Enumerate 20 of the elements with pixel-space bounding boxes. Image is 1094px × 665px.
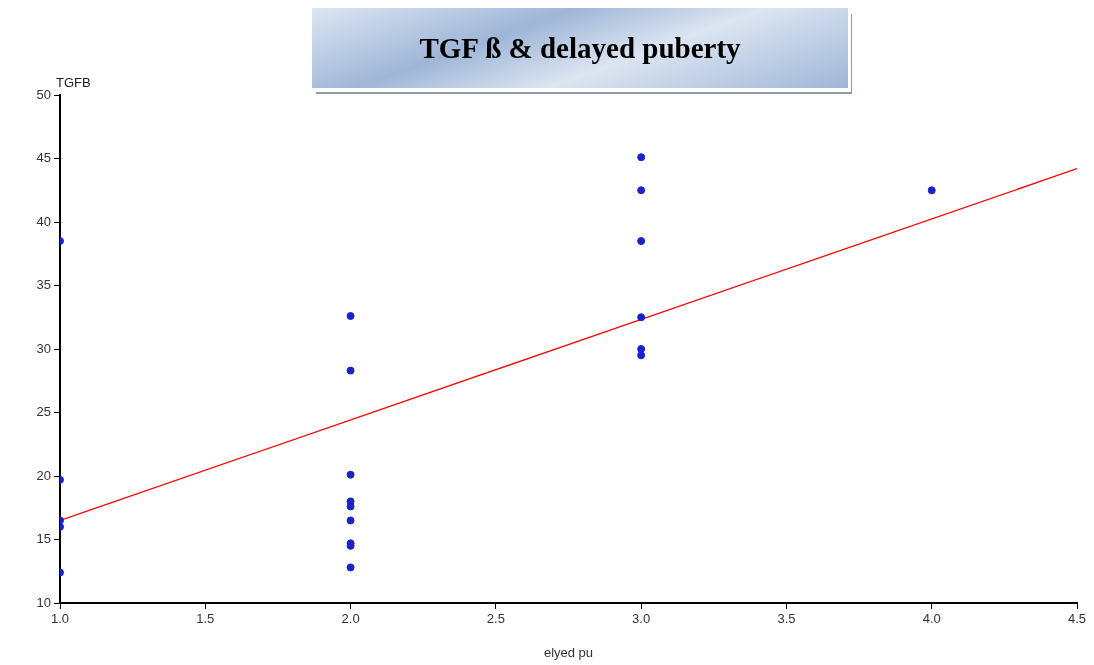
x-tick-label: 3.5 bbox=[777, 611, 796, 627]
chart-title: TGF ß & delayed puberty bbox=[312, 8, 848, 88]
x-tick-label: 4.5 bbox=[1067, 611, 1087, 627]
y-axis-title: TGFB bbox=[56, 75, 91, 91]
y-tick-label: 20 bbox=[36, 467, 51, 483]
y-tick-label: 30 bbox=[36, 340, 51, 356]
y-tick-label: 50 bbox=[36, 86, 51, 102]
y-tick-label: 15 bbox=[36, 531, 51, 547]
x-tick-label: 1.5 bbox=[196, 611, 215, 627]
y-tick-label: 25 bbox=[36, 404, 51, 420]
x-tick-label: 3.0 bbox=[632, 611, 651, 627]
x-tick-label: 1.0 bbox=[50, 611, 70, 627]
x-axis-title: elyed pu bbox=[543, 644, 594, 660]
y-tick-label: 10 bbox=[36, 594, 51, 610]
x-tick-label: 4.0 bbox=[922, 611, 941, 627]
x-tick-label: 2.0 bbox=[341, 611, 360, 627]
x-tick-label: 2.5 bbox=[486, 611, 505, 627]
y-tick-label: 45 bbox=[36, 150, 51, 166]
y-tick-label: 35 bbox=[36, 277, 51, 293]
y-tick-label: 40 bbox=[36, 213, 51, 229]
